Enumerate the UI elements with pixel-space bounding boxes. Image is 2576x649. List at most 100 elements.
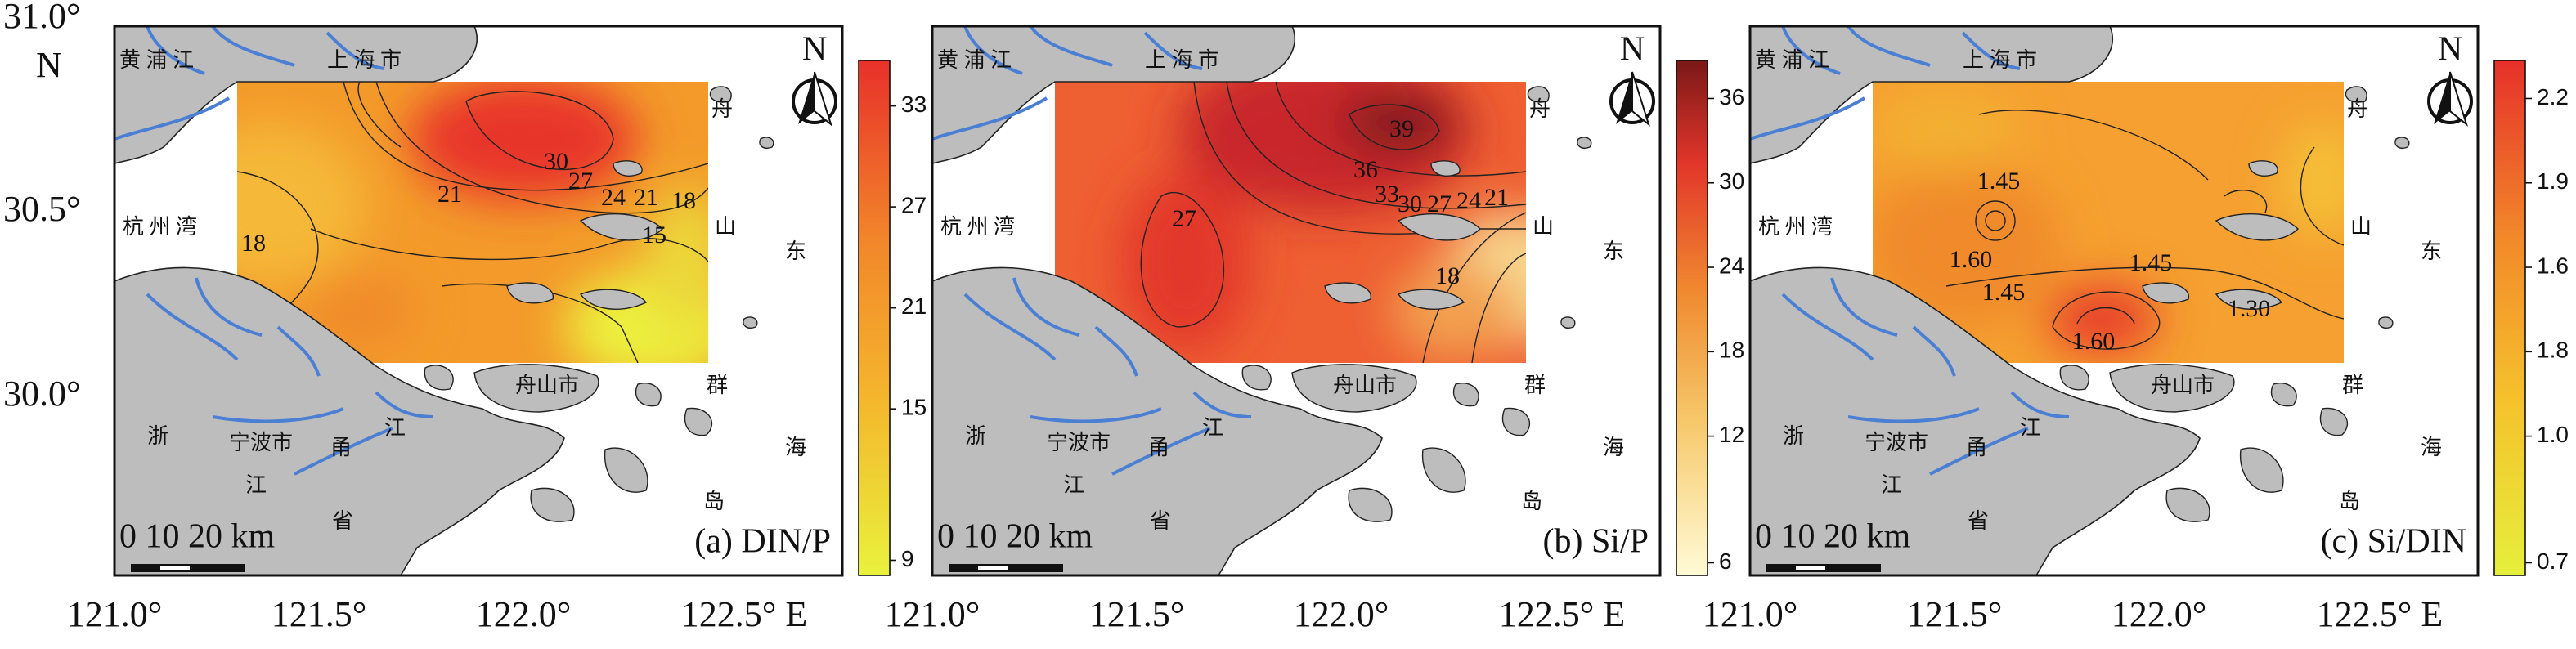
lat-label: 30.0° [3,374,81,414]
place-label: 岛 [2339,490,2360,513]
island [2319,407,2348,436]
colorbar [2493,60,2526,576]
river [1912,325,1956,377]
field-blob [1120,172,1251,351]
colorbar-tick-label: 15 [901,395,927,420]
contour [1349,104,1440,150]
contour-label: 18 [671,187,696,214]
island [743,316,758,329]
place-label: 海 [1603,436,1624,459]
map-panel: 黄 浦 江上 海 市舟山东群海岛杭 州 湾浙江省宁波市 甬江舟山市1.451.60… [1703,25,2480,634]
river [1781,293,1874,361]
field-blobs [1873,90,2344,355]
field-blob [237,123,368,286]
place-label: 甬 [330,436,352,459]
panel-title: (a) DIN/P [694,523,831,561]
place-label: 杭 州 湾 [1758,215,1833,239]
place-label: 海 [2421,436,2442,459]
river [1781,25,1841,75]
colorbar-tick-label: 27 [901,193,927,218]
colorbar-tick-label: 1.9 [2537,168,2569,194]
colorbar-tick-label: 2.2 [2537,84,2569,110]
place-label: 杭 州 湾 [123,215,197,239]
colorbar-tick-label: 24 [1719,253,1744,278]
colorbar-tick-label: 6 [1719,548,1732,574]
colorbar [858,60,891,576]
panel-frame [113,25,844,577]
north-arrow [2449,71,2468,127]
contour-label: 30 [1398,190,1422,217]
river [1030,407,1162,423]
island [709,86,732,103]
river [211,25,295,67]
river [1094,325,1138,377]
land [931,266,1383,576]
river [2010,391,2070,418]
river [276,325,321,377]
island [1324,282,1371,304]
river [294,427,393,476]
field-blob [1390,262,1521,360]
lon-label: 121.0° [1703,594,1798,634]
place-label: 黄 浦 江 [1755,48,1829,72]
panel-title: (b) Si/P [1542,523,1649,561]
island [424,365,454,391]
contour-label: 36 [1353,156,1378,183]
scale-bar [160,566,190,570]
place-label: 江 [2020,416,2041,440]
place-label: 东 [2421,239,2442,263]
contour-label: 27 [568,168,593,195]
north-arrow [1616,72,1632,124]
field-blobs [1120,82,1526,360]
field-blob [1341,93,1456,152]
lon-label: 122.0° [1294,594,1389,634]
lon-label: 121.5° [1907,594,2003,634]
land [114,25,478,165]
island [2109,364,2235,413]
lon-label: 122.5° E [2317,594,2443,634]
island [1577,137,1592,149]
colorbar-tick-label: 36 [1719,84,1744,110]
river [963,293,1057,361]
colorbar-tick-label: 30 [1719,168,1744,194]
place-label: 山 [2350,215,2372,239]
island [2248,160,2278,177]
river [146,25,205,75]
lon-label: 122.5° E [1499,594,1625,634]
river [1111,427,1211,476]
contour [2224,190,2268,213]
contour-label: 24 [601,184,626,211]
lon-label: 121.5° [1089,594,1185,634]
place-label: 舟山市 [515,374,579,397]
north-label: N [1620,31,1645,69]
field-blob [409,82,638,201]
river [146,293,239,361]
place-label: 舟 [2347,97,2368,121]
island [684,407,712,436]
field-blob [1873,90,2020,172]
place-label: 宁波市 [229,431,293,454]
island [579,289,648,310]
river [1961,31,2021,70]
scale-bar [978,566,1008,570]
colorbar-tick-label: 0.7 [2537,548,2569,574]
contour [310,228,708,262]
contour-label: 18 [1435,262,1460,289]
contour [357,82,402,148]
place-label: 宁波市 [1865,431,1928,454]
colorbar-tick-label: 1.6 [2537,253,2569,278]
island [1291,364,1417,413]
place-label: 舟 [711,97,733,121]
panel-frame [1748,25,2480,577]
river [114,96,231,141]
contour [375,82,708,214]
field-blob [1873,163,2061,327]
contour [2300,146,2344,246]
place-label: 东 [785,239,806,263]
land [114,266,565,576]
contour-label: 27 [1427,190,1452,217]
contour [2076,307,2135,324]
panel-title: (c) Si/DIN [2321,523,2466,561]
place-label: 东 [1603,239,1624,263]
colorbar [1676,60,1708,576]
